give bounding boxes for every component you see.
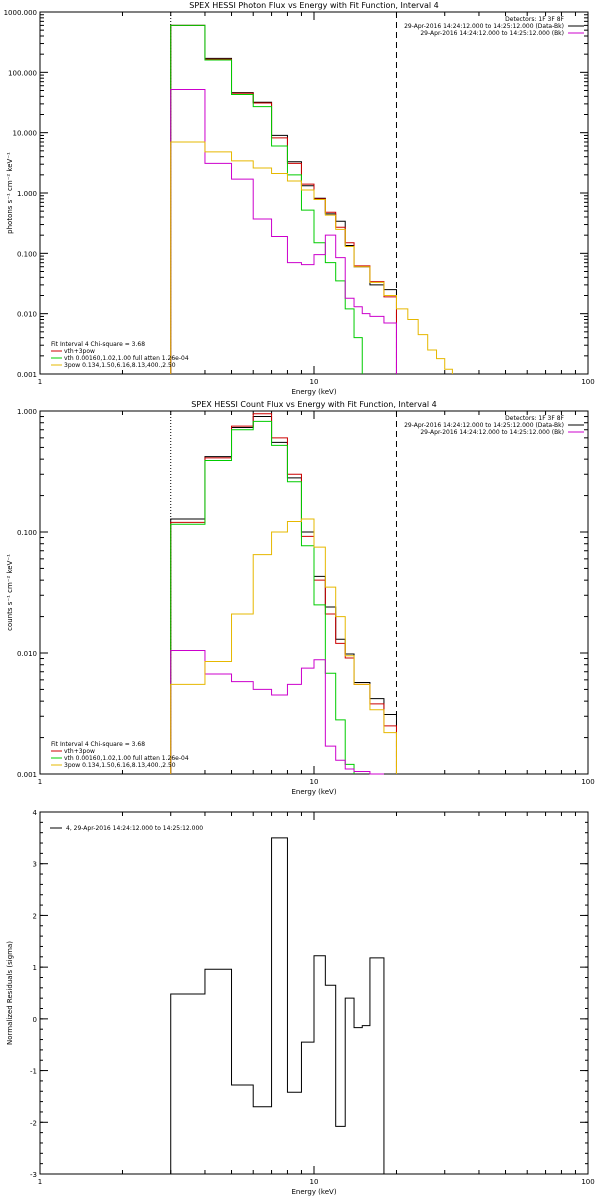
chart-title: SPEX HESSI Count Flux vs Energy with Fit… xyxy=(191,400,436,409)
y-tick-label: 0 xyxy=(33,1016,37,1024)
legend-line-1: Fit Interval 4 Chi-square = 3.68 xyxy=(51,341,145,348)
series-1-histogram xyxy=(170,24,397,374)
y-tick-label: 1.000 xyxy=(17,408,37,416)
x-tick-label: 1 xyxy=(38,1178,42,1186)
y-tick-label: -3 xyxy=(30,1171,37,1179)
y-tick-label: 0.001 xyxy=(17,771,37,779)
y-tick-label: 10.000 xyxy=(13,130,38,138)
panel-3: 1 10 100 -3 -2 -1 0 1 2 3 4 Energy (keV) Normalized … xyxy=(6,809,595,1196)
y-axis-label: photons s⁻¹ cm⁻² keV⁻¹ xyxy=(6,152,14,234)
series-3-histogram xyxy=(170,24,363,374)
legend-line-3: vth 0.00160,1.02,1.00 full atten 1.26e-0… xyxy=(64,755,189,762)
x-tick-label: 10 xyxy=(310,1178,319,1186)
x-axis-label: Energy (keV) xyxy=(291,1188,336,1196)
series-5-histogram xyxy=(170,141,453,374)
legend-line-2: vth+3pow xyxy=(64,748,95,755)
legend-line-3: vth 0.00160,1.02,1.00 full atten 1.26e-0… xyxy=(64,355,189,362)
y-tick-label: 4 xyxy=(33,809,38,817)
panel-2: 1 10 100 0.001 0.010 0.100 1.000 SPEX HESSI Cou… xyxy=(6,400,595,796)
series-1-histogram xyxy=(170,837,385,1174)
y-tick-label: -2 xyxy=(30,1119,37,1127)
x-tick-label: 100 xyxy=(581,1178,594,1186)
series-5-histogram xyxy=(170,518,397,774)
series-4-histogram xyxy=(170,88,397,374)
y-tick-label: 3 xyxy=(33,861,37,869)
header-line-2: 29-Apr-2016 14:24:12.000 to 14:25:12.000… xyxy=(404,23,564,30)
series-2-histogram xyxy=(170,24,397,374)
header-line-3: 29-Apr-2016 14:24:12.000 to 14:25:12.000… xyxy=(420,30,564,37)
x-tick-label: 1 xyxy=(38,378,42,386)
x-tick-label: 10 xyxy=(310,378,319,386)
x-axis-label: Energy (keV) xyxy=(291,788,336,796)
y-tick-label: 1000.000 xyxy=(4,9,37,17)
header-line-3: 29-Apr-2016 14:24:12.000 to 14:25:12.000… xyxy=(420,429,564,436)
y-tick-label: 100.000 xyxy=(8,69,37,77)
x-tick-label: 1 xyxy=(38,778,42,786)
series-4-histogram xyxy=(170,649,384,775)
y-tick-label: 0.100 xyxy=(17,529,37,537)
y-tick-label: 0.010 xyxy=(17,650,37,658)
y-tick-label: 1.000 xyxy=(17,190,37,198)
legend-line-4: 3pow 0.134,1.50,6.16,8.13,400.,2.50 xyxy=(64,762,176,769)
panel-1: 1 10 100 0.001 0.010 0.100 1.000 10.000 100.000 1… xyxy=(4,1,595,396)
legend-line-1: Fit Interval 4 Chi-square = 3.68 xyxy=(51,741,145,748)
y-tick-label: 2 xyxy=(33,912,37,920)
legend-line-4: 3pow 0.134,1.50,6.16,8.13,400.,2.50 xyxy=(64,362,176,369)
series-3-histogram xyxy=(170,420,355,774)
header-line-2: 29-Apr-2016 14:24:12.000 to 14:25:12.000… xyxy=(404,422,564,429)
x-tick-label: 100 xyxy=(581,378,594,386)
header-line-1: Detectors: 1F 3F 8F xyxy=(505,16,564,23)
y-tick-label: 0.010 xyxy=(17,311,37,319)
legend-line-2: vth+3pow xyxy=(64,348,95,355)
y-axis-label: Normalized Residuals (sigma) xyxy=(6,941,14,1045)
header-line-1: Detectors: 1F 3F 8F xyxy=(505,415,564,422)
legend-line-1: 4, 29-Apr-2016 14:24:12.000 to 14:25:12.… xyxy=(66,825,203,832)
y-axis-label: counts s⁻¹ cm⁻² keV⁻¹ xyxy=(6,554,14,631)
y-tick-label: -1 xyxy=(30,1068,37,1076)
x-tick-label: 10 xyxy=(310,778,319,786)
x-axis-label: Energy (keV) xyxy=(291,388,336,396)
x-tick-label: 100 xyxy=(581,778,594,786)
y-tick-label: 1 xyxy=(33,964,37,972)
y-tick-label: 0.100 xyxy=(17,250,37,258)
chart-title: SPEX HESSI Photon Flux vs Energy with Fi… xyxy=(189,1,439,10)
y-tick-label: 0.001 xyxy=(17,371,37,379)
